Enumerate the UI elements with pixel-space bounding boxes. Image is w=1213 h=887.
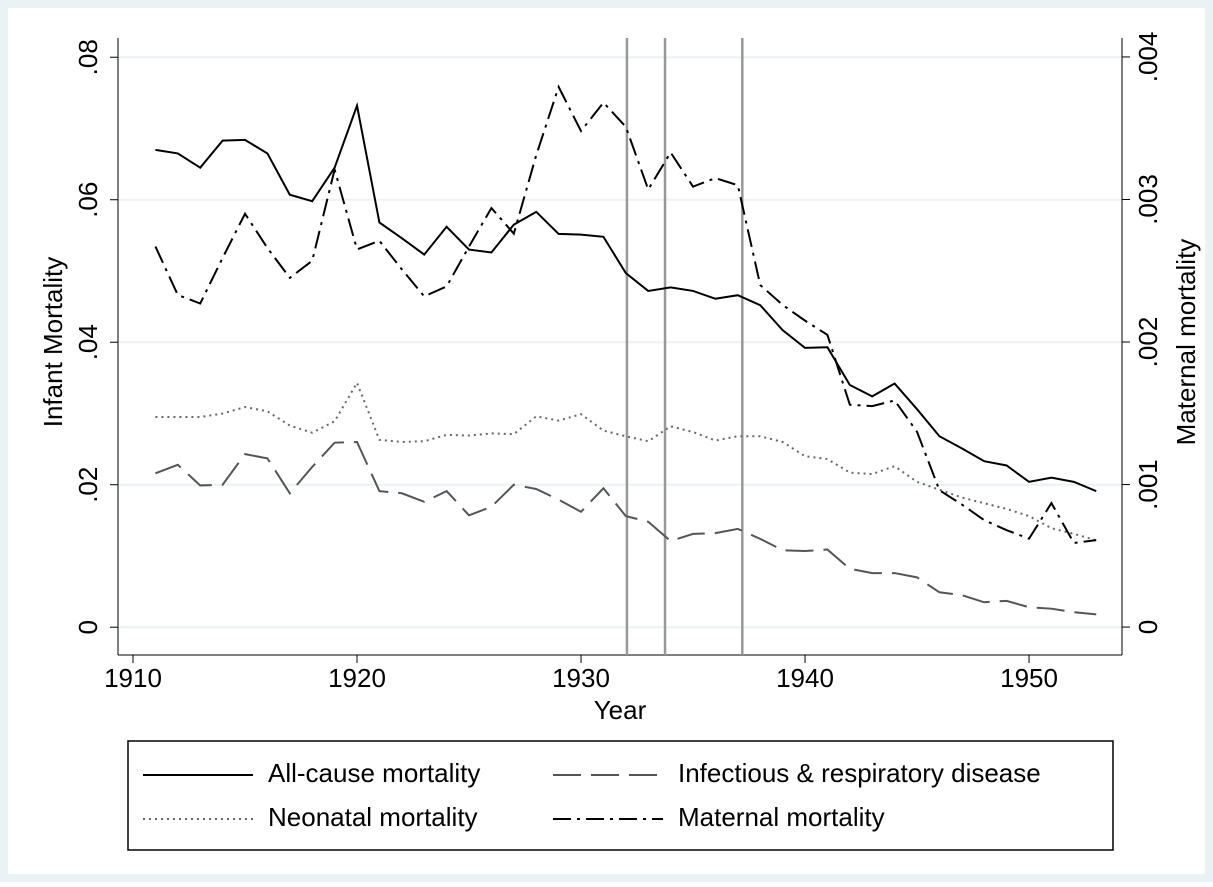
y2-axis-title: Maternal mortality (1171, 239, 1201, 446)
y2-tick-label: .001 (1133, 459, 1163, 510)
y2-tick-label: .003 (1133, 174, 1163, 225)
y-tick-label: .08 (73, 39, 103, 75)
y2-tick-label: .004 (1133, 32, 1163, 83)
series-line (155, 380, 1097, 542)
y2-tick-label: .002 (1133, 317, 1163, 368)
legend-label: All-cause mortality (268, 758, 480, 788)
x-tick-label: 1950 (1000, 663, 1058, 693)
legend (127, 740, 1114, 851)
y2-tick-label: 0 (1133, 620, 1163, 634)
y-tick-label: .02 (73, 467, 103, 503)
plot-background (8, 8, 1205, 874)
x-tick-label: 1940 (776, 663, 834, 693)
legend-label: Maternal mortality (678, 802, 885, 832)
y-tick-label: 0 (73, 620, 103, 634)
y-tick-label: .04 (73, 324, 103, 360)
x-tick-label: 1930 (552, 663, 610, 693)
series-line (155, 440, 1097, 616)
legend-label: Infectious & respiratory disease (678, 758, 1041, 788)
x-tick-label: 1920 (328, 663, 386, 693)
y-axis-title: Infant Mortality (38, 257, 68, 428)
x-tick-label: 1910 (104, 663, 162, 693)
series-line (155, 101, 1097, 493)
x-axis-title: Year (594, 695, 647, 725)
y-tick-label: .06 (73, 182, 103, 218)
legend-label: Neonatal mortality (268, 802, 478, 832)
